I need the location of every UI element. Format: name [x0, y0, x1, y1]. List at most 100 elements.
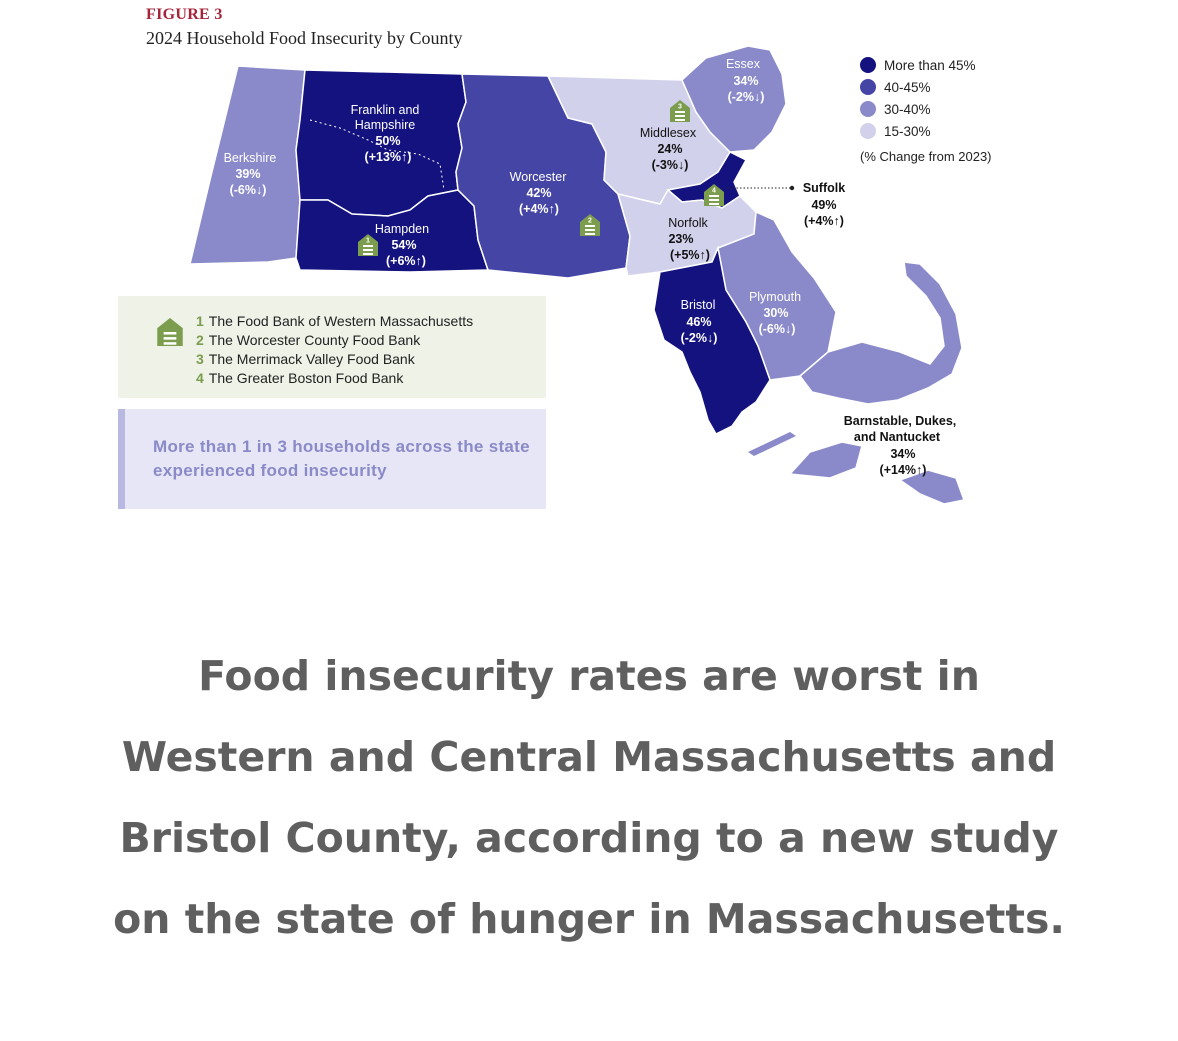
county-change: (+4%↑) — [804, 214, 844, 228]
legend-note: (% Change from 2023) — [860, 149, 992, 164]
county-rate: 46% — [686, 315, 711, 329]
label-suffolk: Suffolk 49% (+4%↑) — [803, 181, 845, 228]
county-name: Hampshire — [355, 118, 415, 132]
county-rate: 30% — [763, 306, 788, 320]
food-bank-item: 3 The Merrimack Valley Food Bank — [196, 350, 473, 369]
food-bank-item: 2 The Worcester County Food Bank — [196, 331, 473, 350]
county-berkshire — [189, 65, 306, 265]
county-name: Plymouth — [749, 290, 801, 304]
statewide-callout: More than 1 in 3 households across the s… — [118, 409, 546, 509]
county-barnstable — [798, 261, 963, 405]
county-name: Middlesex — [640, 126, 697, 140]
callout-text: More than 1 in 3 households across the s… — [153, 437, 530, 480]
marker-number: 3 — [678, 104, 682, 111]
massachusetts-county-map: 1 2 3 4 Berkshire 39% (-6%↓) Franklin an… — [189, 45, 966, 505]
marker-number: 4 — [712, 188, 716, 195]
county-rate: 39% — [235, 167, 260, 181]
county-rate: 34% — [733, 74, 758, 88]
legend-item: More than 45% — [860, 54, 992, 76]
legend-swatch — [860, 123, 876, 139]
county-name: Essex — [726, 57, 761, 71]
legend-item: 30-40% — [860, 98, 992, 120]
food-bank-name: The Worcester County Food Bank — [208, 332, 421, 348]
food-bank-number: 3 — [196, 351, 204, 367]
county-name: Suffolk — [803, 181, 845, 195]
county-change: (+5%↑) — [670, 248, 710, 262]
food-bank-name: The Greater Boston Food Bank — [208, 370, 404, 386]
county-name: Franklin and — [351, 103, 420, 117]
county-rate: 49% — [811, 198, 836, 212]
legend-label: 40-45% — [884, 79, 931, 95]
food-bank-marker-3: 3 — [670, 100, 690, 122]
label-hampden: Hampden 54% (+6%↑) — [375, 222, 429, 268]
county-name: Berkshire — [224, 151, 277, 165]
franklin-hampshire-divider — [309, 119, 445, 191]
food-bank-name: The Merrimack Valley Food Bank — [208, 351, 415, 367]
figure-title: 2024 Household Food Insecurity by County — [146, 28, 463, 48]
label-plymouth: Plymouth 30% (-6%↓) — [749, 290, 801, 336]
county-name: Worcester — [510, 170, 567, 184]
label-barnstable: Barnstable, Dukes, and Nantucket 34% (+1… — [844, 414, 957, 477]
county-name: Norfolk — [668, 216, 708, 230]
legend-swatch — [860, 101, 876, 117]
label-norfolk: Norfolk 23% (+5%↑) — [668, 216, 710, 262]
article-caption: Food insecurity rates are worst in Weste… — [113, 652, 1065, 943]
suffolk-pointer-dot — [789, 185, 795, 191]
food-bank-item: 4 The Greater Boston Food Bank — [196, 369, 473, 388]
island-marthas-vineyard — [788, 441, 863, 479]
food-bank-number: 1 — [196, 313, 204, 329]
county-change: (+14%↑) — [880, 463, 927, 477]
county-change: (-2%↓) — [728, 90, 765, 104]
legend-label: 15-30% — [884, 123, 931, 139]
county-name: and Nantucket — [854, 430, 941, 444]
legend-swatch — [860, 79, 876, 95]
food-bank-number: 2 — [196, 332, 204, 348]
label-worcester: Worcester 42% (+4%↑) — [510, 170, 567, 216]
county-change: (-6%↓) — [230, 183, 267, 197]
county-name: Barnstable, Dukes, — [844, 414, 957, 428]
county-name: Bristol — [681, 298, 716, 312]
food-bank-list: 1 The Food Bank of Western Massachusetts … — [196, 312, 473, 388]
label-bristol: Bristol 46% (-2%↓) — [681, 298, 718, 345]
legend-label: 30-40% — [884, 101, 931, 117]
label-middlesex: Middlesex 24% (-3%↓) — [640, 126, 697, 172]
label-berkshire: Berkshire 39% (-6%↓) — [224, 151, 277, 197]
food-bank-number: 4 — [196, 370, 204, 386]
marker-number: 2 — [588, 218, 592, 225]
county-change: (+13%↑) — [365, 150, 412, 164]
marker-number: 1 — [366, 238, 370, 245]
county-bristol — [653, 245, 771, 435]
island-nantucket — [898, 469, 966, 505]
legend-item: 40-45% — [860, 76, 992, 98]
county-rate: 24% — [657, 142, 682, 156]
county-change: (-6%↓) — [759, 322, 796, 336]
county-essex — [681, 45, 787, 153]
county-rate: 42% — [526, 186, 551, 200]
county-rate: 54% — [391, 238, 416, 252]
county-change: (+4%↑) — [519, 202, 559, 216]
food-bank-name: The Food Bank of Western Massachusetts — [208, 313, 474, 329]
county-change: (-3%↓) — [652, 158, 689, 172]
food-bank-marker-1: 1 — [358, 234, 378, 256]
county-rate: 34% — [890, 447, 915, 461]
figure: FIGURE 3 2024 Household Food Insecurity … — [118, 6, 992, 509]
county-change: (-2%↓) — [681, 331, 718, 345]
county-change: (+6%↑) — [386, 254, 426, 268]
legend-swatch — [860, 57, 876, 73]
food-bank-item: 1 The Food Bank of Western Massachusetts — [196, 312, 473, 331]
map-legend: More than 45% 40-45% 30-40% 15-30% (% Ch… — [860, 54, 992, 164]
food-bank-key: 1 The Food Bank of Western Massachusetts … — [118, 296, 546, 398]
label-essex: Essex 34% (-2%↓) — [726, 57, 764, 104]
food-bank-marker-2: 2 — [580, 214, 600, 236]
legend-label: More than 45% — [884, 57, 976, 73]
legend-item: 15-30% — [860, 120, 992, 142]
food-bank-icon — [157, 318, 183, 346]
food-bank-marker-4: 4 — [704, 184, 724, 206]
county-name: Hampden — [375, 222, 429, 236]
island-elizabeth — [748, 432, 796, 456]
label-franklin-hampshire: Franklin and Hampshire 50% (+13%↑) — [351, 103, 420, 164]
county-rate: 23% — [668, 232, 693, 246]
callout-accent-bar — [118, 409, 125, 509]
county-rate: 50% — [375, 134, 400, 148]
figure-label: FIGURE 3 — [146, 6, 223, 23]
